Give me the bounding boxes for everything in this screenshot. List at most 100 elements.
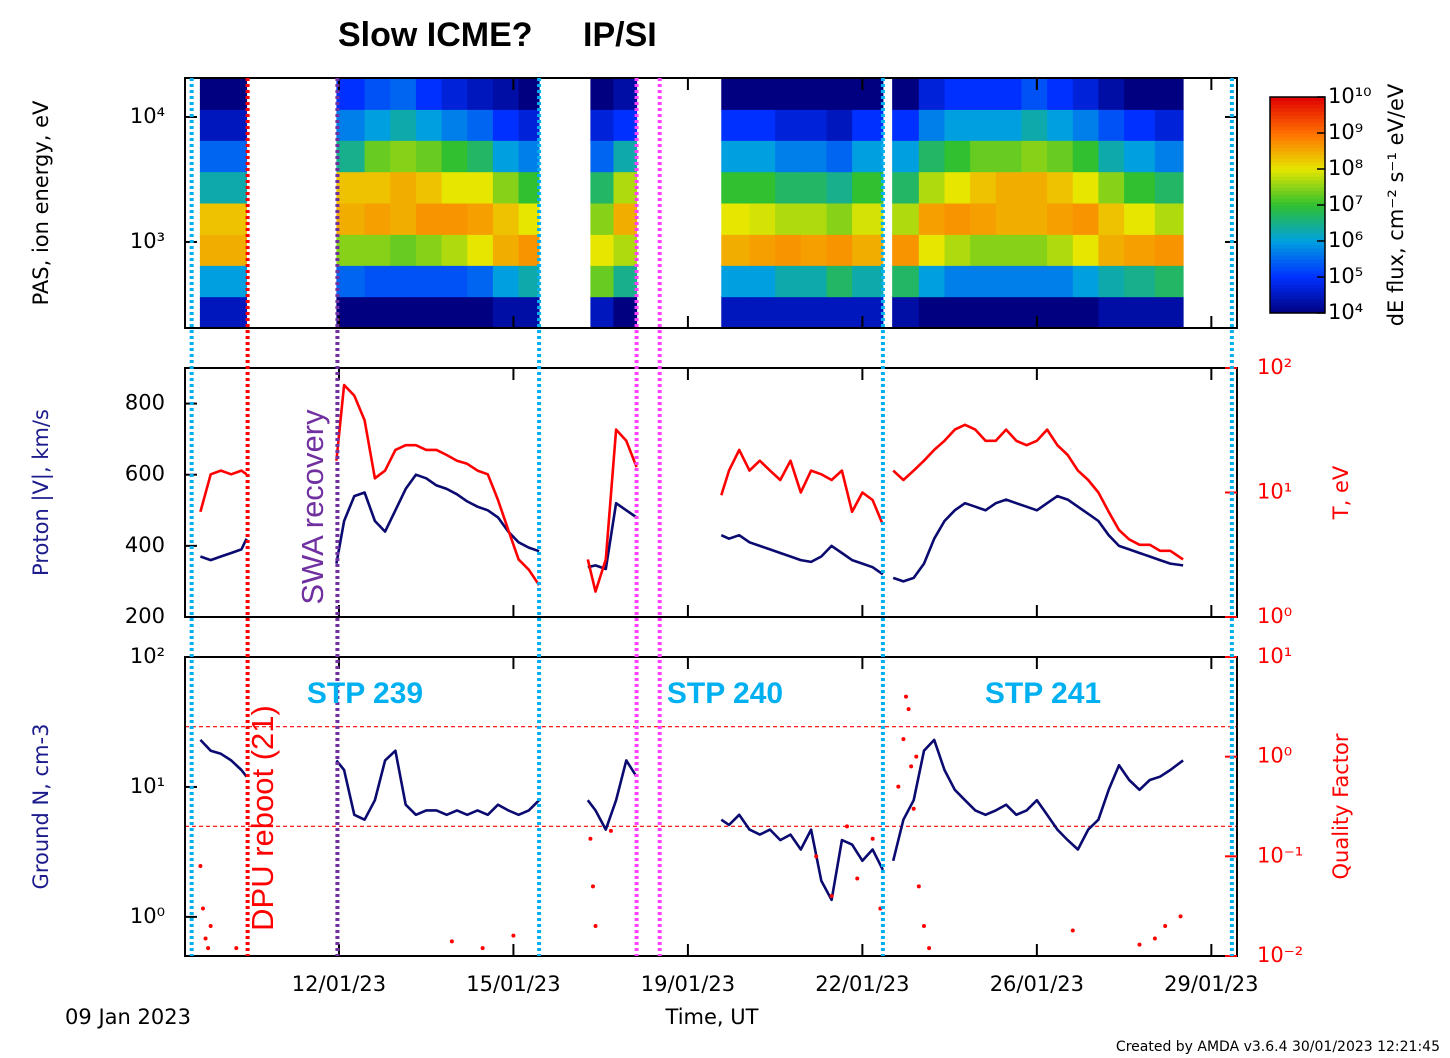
spectrogram-cell (918, 296, 945, 329)
y-tick-label: 10² (130, 644, 165, 668)
spectrogram-cell (336, 109, 366, 141)
spectrogram-cell (336, 265, 366, 298)
colorbar-tick-label: 10⁵ (1328, 264, 1363, 288)
colorbar-cell (1270, 205, 1325, 210)
spectrogram-cell (1154, 234, 1184, 266)
y-tick-label: 600 (125, 462, 165, 486)
spectrogram-cell (892, 203, 920, 235)
spectrogram-cell (492, 171, 520, 204)
colorbar-cell (1270, 280, 1325, 285)
spectrogram-cell (800, 109, 827, 141)
spectrogram-cell (826, 296, 853, 329)
spectrogram-cell (390, 78, 417, 110)
spectrogram-cell (613, 234, 638, 266)
spectrogram-cell (970, 296, 997, 329)
spectrogram-cell (199, 296, 248, 329)
data-point (203, 936, 208, 941)
data-point (870, 836, 875, 841)
y-tick-label: 400 (125, 533, 165, 557)
colorbar-cell (1270, 269, 1325, 274)
spectrogram-cell (467, 203, 494, 235)
spectrogram-cell (336, 140, 366, 173)
spectrogram-cell (1021, 78, 1048, 110)
spectrogram-cell (944, 234, 971, 266)
colorbar-cell (1270, 295, 1325, 300)
spectrogram-cell (852, 78, 884, 110)
colorbar-cell (1270, 287, 1325, 292)
spectrogram-cell (918, 171, 945, 204)
spectrogram-cell (390, 203, 417, 235)
spectrogram-cell (800, 78, 827, 110)
colorbar-cell (1270, 233, 1325, 238)
data-point (208, 923, 213, 928)
colorbar-cell (1270, 158, 1325, 163)
spectrogram-cell (1021, 140, 1048, 173)
spectrogram-cell (441, 78, 468, 110)
spectrogram-cell (415, 234, 443, 266)
data-point (914, 754, 919, 759)
data-point (911, 806, 916, 811)
spectrogram-cell (852, 140, 884, 173)
spectrogram-cell (364, 140, 391, 173)
spectrogram-cell (852, 203, 884, 235)
colorbar-cell (1270, 298, 1325, 303)
colorbar-cell (1270, 302, 1325, 307)
spectrogram-cell (492, 265, 520, 298)
colorbar-cell (1270, 226, 1325, 231)
y2-axis-label: T, eV (1329, 465, 1353, 520)
data-point (855, 876, 860, 881)
colorbar-cell (1270, 277, 1325, 282)
colorbar-cell (1270, 104, 1325, 109)
spectrogram-cell (800, 265, 827, 298)
colorbar-cell (1270, 241, 1325, 246)
colorbar-tick-label: 10⁷ (1328, 192, 1363, 216)
panel: 10⁴ 10⁵ 10⁶ 10⁷ 10⁸ 10⁹ 10¹⁰ dE flux, cm⁻² s⁻¹ … (29, 77, 1408, 329)
spectrogram-cell (467, 78, 494, 110)
spectrogram-cell (1072, 78, 1099, 110)
spectrogram-cell (970, 171, 997, 204)
spectrogram-cell (775, 109, 802, 141)
spectrogram-cell (590, 234, 614, 266)
annotation: SWA recovery (295, 409, 330, 605)
spectrogram-cell (1154, 265, 1184, 298)
spectrogram-cell (721, 203, 750, 235)
spectrogram-cell (892, 265, 920, 298)
colorbar-cell (1270, 305, 1325, 310)
y2-tick-label: 10¹ (1257, 644, 1292, 668)
spectrogram-cell (749, 234, 776, 266)
panel: 12/01/23 15/01/23 19/01/23 22/01/23 26/01/23… (29, 644, 1353, 996)
data-line (199, 383, 1184, 593)
data-line (199, 473, 1184, 583)
spectrogram-cell (749, 203, 776, 235)
annotation: STP 239 (307, 677, 423, 710)
spectrogram-cell (749, 265, 776, 298)
spectrogram-cell (590, 109, 614, 141)
spectrogram-cell (1047, 78, 1074, 110)
spectrogram-cell (441, 140, 468, 173)
spectrogram-cell (852, 109, 884, 141)
spectrogram-cell (1098, 296, 1125, 329)
spectrogram-cell (721, 265, 750, 298)
spectrogram-cell (1047, 296, 1074, 329)
data-point (921, 923, 926, 928)
spectrogram-cell (892, 296, 920, 329)
spectrogram-cell (918, 234, 945, 266)
spectrogram-cell (1098, 140, 1125, 173)
data-point (1152, 936, 1157, 941)
spectrogram-cell (721, 234, 750, 266)
start-label: 09 Jan 2023 (65, 1005, 191, 1029)
x-tick-label: 12/01/23 (292, 972, 386, 996)
spectrogram-cell (1124, 78, 1156, 110)
annotation: STP 240 (667, 677, 783, 710)
spectrogram-cell (1154, 140, 1184, 173)
data-point (1178, 914, 1183, 919)
spectrogram-cell (826, 171, 853, 204)
data-point (906, 707, 911, 712)
spectrogram-cell (944, 171, 971, 204)
colorbar-cell (1270, 259, 1325, 264)
spectrogram-cell (1047, 203, 1074, 235)
spectrogram-cell (1124, 265, 1156, 298)
spectrogram-cell (613, 140, 638, 173)
x-tick-label: 29/01/23 (1164, 972, 1258, 996)
